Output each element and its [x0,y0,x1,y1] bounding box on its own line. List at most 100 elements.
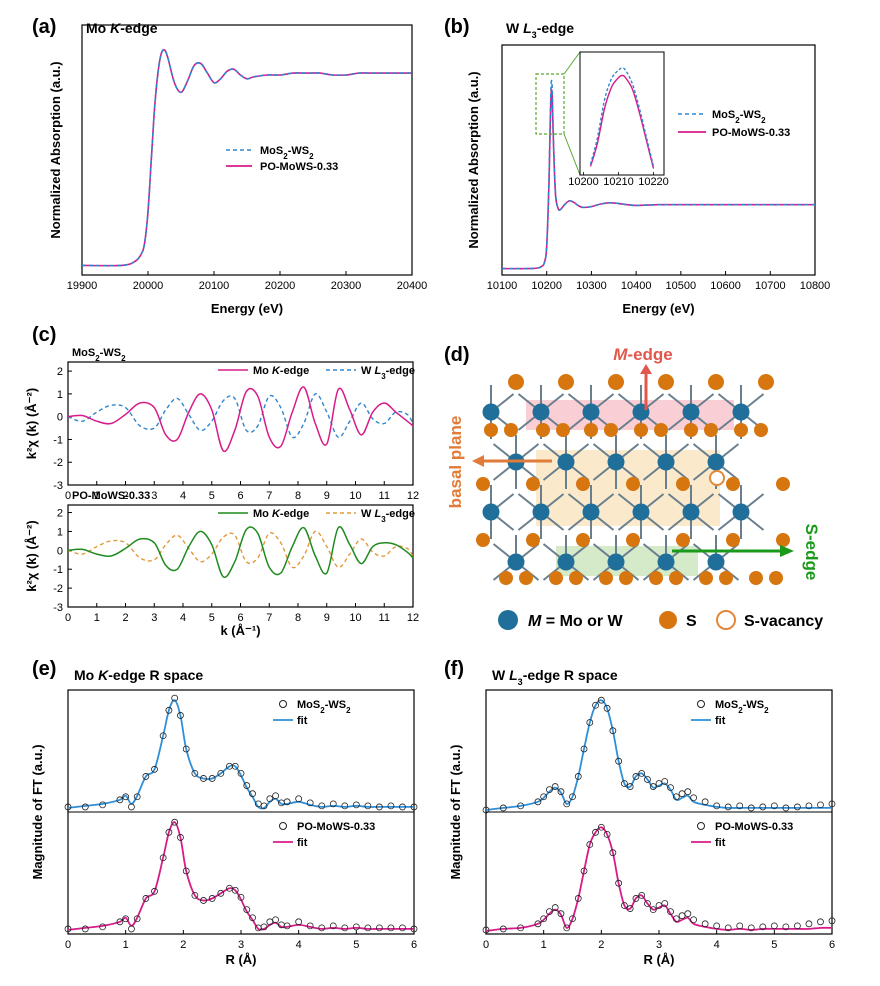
f-bottom-data-point [661,900,669,907]
d-metal-atom [657,453,675,471]
e-top-data-point [364,802,372,810]
f-bottom-data-point [551,904,559,911]
f-bottom-data-point [782,923,790,931]
panel-b-chart: W L3-edge 10100 10200 10300 10400 10500 10600 1… [466,20,830,316]
f-top-data-point [517,802,524,810]
e-bottom-data-point [375,924,383,932]
c1-ytick-label: 1 [57,389,63,401]
f-top-data-point [632,773,640,780]
e-top-data-point [410,803,418,811]
f-bottom-data-point [817,918,824,926]
panel-label-b: (b) [444,16,470,38]
a-xtick-label: 20100 [199,280,230,292]
d-metal-atom [582,503,600,521]
f-xlabel: R (Å) [643,952,674,967]
c1-xtick-label: 6 [237,490,243,502]
f-bottom-legend-data-label: PO-MoWS-0.33 [715,821,793,833]
f-top-data-point [817,801,824,809]
panel-e-chart: Mo K-edge R space 0 1 2 3 4 5 6 R (Å) Magnitude o… [30,667,418,967]
e-top-data-point [182,745,190,753]
d-sulfur-atom [758,374,774,390]
c2-ylabel: k²χ (k) (Å⁻²) [24,520,39,591]
f-bottom-fit-line [485,826,833,932]
e-xtick-label: 1 [123,939,129,951]
d-metal-atom [557,553,575,571]
e-top-data-point [306,799,314,807]
f-top-data-point [546,786,553,794]
f-xtick-label: 1 [541,939,547,951]
e-bottom-data-point [249,914,256,922]
f-top-data-point [678,790,686,798]
f-top-fit-line [485,699,832,811]
f-xtick-label: 0 [483,939,489,951]
c2-ytick-label: -1 [53,564,63,576]
f-bottom-data-point [672,915,680,923]
e-top-data-point [151,765,158,773]
e-bottom-data-point [272,916,280,924]
d-sulfur-atom [504,423,518,437]
f-top-data-point [828,800,836,808]
e-top-data-point [81,803,89,811]
f-bottom-data-point [747,924,755,932]
c2-xtick-label: 2 [122,612,128,624]
f-bottom-data-point [563,924,571,932]
f-bottom-data-point [667,908,674,916]
d-sulfur-atom [608,374,624,390]
f-ylabel: Magnitude of FT (a.u.) [448,744,463,879]
e-bottom-data-point [283,922,291,930]
b-xtick-label: 10200 [531,280,562,292]
d-sulfur-atom [558,374,574,390]
d-sulfur-atom [599,571,613,585]
f-bottom-data-point [569,915,576,923]
d-sulfur-atom [526,477,540,491]
e-top-data-point [133,793,141,801]
b-legend-mos2-label: MoS2-WS2 [712,109,766,125]
f-bottom-data-point [770,922,778,930]
a-legend-po-label: PO-MoWS-0.33 [260,161,338,173]
f-bottom-data-point [678,912,686,920]
c1-xtick-label: 1 [94,490,100,502]
f-bottom-data-point [713,922,721,930]
f-bottom-data-point [597,823,605,831]
f-bottom-legend-fit-label: fit [715,837,726,849]
b-xtick-label: 10500 [666,280,697,292]
c2-xtick-label: 12 [407,612,419,624]
c2-xtick-label: 1 [94,612,100,624]
c2-ytick-label: 2 [57,508,63,520]
b-zoom-connector-top [563,51,581,75]
b-zoom-connector-bottom [563,133,581,176]
f-top-data-point [649,783,657,790]
d-basal-arrowhead [472,455,484,467]
f-top-data-point [672,793,680,801]
d-sulfur-atom [676,533,690,547]
f-bottom-data-point [557,910,565,918]
d-legend-metal-marker [498,610,518,630]
e-bottom-data-point [171,818,179,826]
b-inset-xtick-label: 10210 [603,176,634,188]
f-top-data-point [667,784,674,791]
c2-xtick-label: 4 [180,612,186,624]
e-bottom-data-point [306,922,314,930]
d-vacancy-site [709,470,725,486]
c2-series-mo-line [67,526,414,579]
f-top-data-point [540,793,548,801]
a-title: Mo K-edge [86,20,158,36]
f-top-data-point [499,804,507,812]
d-sulfur-atom [669,571,683,585]
c1-ytick-label: 2 [57,366,63,378]
b-plot-frame [501,44,816,276]
e-top-data-point [231,762,239,770]
f-bottom-data-point [805,920,813,928]
f-xtick-label: 5 [771,939,777,951]
d-sulfur-atom [704,423,718,437]
e-bottom-data-point [200,897,207,904]
f-top-data-point [690,794,697,802]
f-top-data-point [621,780,628,787]
c1-plot-frame [67,361,414,486]
f-top-data-point [638,769,646,777]
f-bottom-data-point [736,922,744,930]
c2-ytick-label: -3 [53,602,63,614]
e-bottom-data-point [243,906,251,913]
f-top-data-point [603,704,611,712]
f-top-data-point [574,773,582,780]
